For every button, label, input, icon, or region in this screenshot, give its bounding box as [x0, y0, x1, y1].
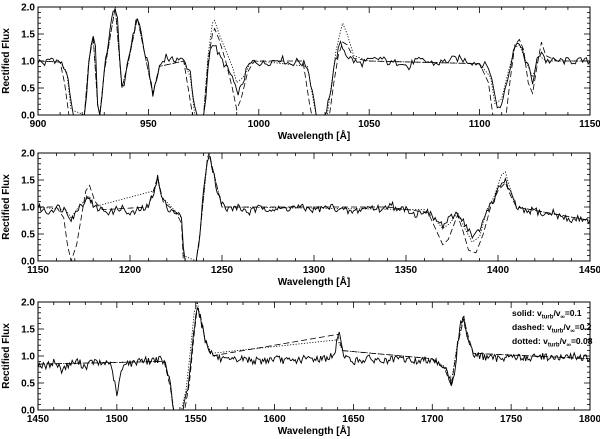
x-tick-label: 1450 [27, 414, 50, 425]
x-tick-label: 1650 [342, 414, 365, 425]
y-tick-label: 1.5 [21, 325, 35, 336]
y-tick-label: 0.5 [21, 379, 35, 390]
spectrum-panel-3: 1450 1500 1550 1600 1650 1700 1750 1800 0.0 0.5 1.… [1, 298, 600, 438]
series-dotted-line [38, 154, 590, 261]
series-solid-line [38, 9, 590, 115]
x-tick-label: 1250 [211, 265, 234, 276]
series-dotted-line [38, 7, 590, 115]
x-tick-label: 1150 [579, 119, 600, 130]
x-tick-label: 950 [140, 119, 157, 130]
x-tick-label: 1750 [500, 414, 523, 425]
x-tick-label: 1550 [185, 414, 208, 425]
x-tick-label: 1500 [106, 414, 129, 425]
y-axis-label: Rectified Flux [1, 174, 12, 240]
y-tick-label: 2.0 [21, 149, 35, 160]
series-dashed-line [38, 153, 590, 261]
x-tick-label: 1400 [487, 265, 510, 276]
x-axis-label: Wavelength [Å] [278, 275, 350, 288]
y-tick-label: 1.5 [21, 30, 35, 41]
x-tick-label: 1600 [263, 414, 286, 425]
x-tick-label: 1800 [579, 414, 600, 425]
y-tick-label: 2.0 [21, 298, 35, 309]
y-tick-label: 0.0 [21, 406, 35, 417]
y-tick-label: 0.0 [21, 257, 35, 268]
series-solid-line [38, 156, 590, 261]
y-tick-label: 2.0 [21, 3, 35, 14]
x-tick-label: 1450 [579, 265, 600, 276]
y-tick-label: 1.5 [21, 176, 35, 187]
legend-entry: dotted: vturb/v∞=0.08 [512, 336, 593, 349]
x-tick-label: 1200 [119, 265, 142, 276]
series-solid-line [38, 307, 590, 410]
y-tick-label: 0.5 [21, 84, 35, 95]
x-axis-label: Wavelength [Å] [278, 129, 350, 142]
x-tick-label: 1300 [303, 265, 326, 276]
x-tick-label: 1350 [395, 265, 418, 276]
y-tick-label: 0.5 [21, 230, 35, 241]
y-tick-label: 1.0 [21, 203, 35, 214]
legend-entry: dashed: vturb/v∞=0.2 [512, 322, 592, 335]
series-dotted-line [38, 302, 590, 410]
y-tick-label: 1.0 [21, 57, 35, 68]
y-axis-label: Rectified Flux [1, 323, 12, 389]
x-tick-label: 1150 [27, 265, 49, 276]
x-tick-label: 1050 [358, 119, 381, 130]
y-tick-label: 0.0 [21, 111, 35, 122]
series-dashed-line [38, 307, 590, 410]
spectrum-panel-2: 1150 1200 1250 1300 1350 1400 1450 0.0 0.5 1.0 1.5… [1, 149, 600, 289]
x-tick-label: 1700 [421, 414, 444, 425]
x-tick-label: 900 [30, 119, 47, 130]
x-axis-label: Wavelength [Å] [278, 424, 350, 437]
y-axis-label: Rectified Flux [1, 28, 12, 94]
x-tick-label: 1100 [469, 119, 491, 130]
legend-entry: solid: vturb/v∞=0.1 [512, 308, 582, 321]
spectrum-panel-1: 900 950 1000 1050 1100 1150 0.0 0.5 1.0 1.5 2.0 Wav… [1, 3, 600, 143]
y-tick-label: 1.0 [21, 352, 35, 363]
x-tick-label: 1000 [248, 119, 271, 130]
